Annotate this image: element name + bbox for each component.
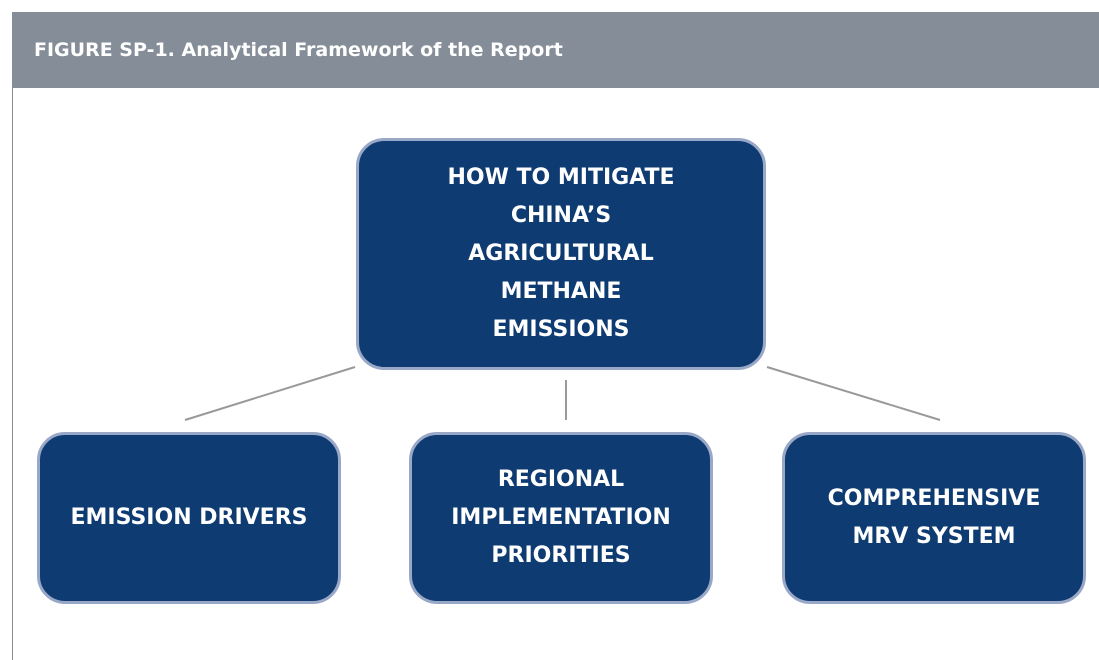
figure-title: FIGURE SP-1. Analytical Framework of the…: [12, 12, 1099, 88]
frame-line: [12, 88, 13, 660]
connector: [766, 366, 941, 421]
root-node: HOW TO MITIGATE CHINA’S AGRICULTURAL MET…: [356, 138, 766, 370]
child-node: EMISSION DRIVERS: [37, 432, 341, 604]
connector: [184, 366, 356, 421]
child-node: COMPREHENSIVE MRV SYSTEM: [782, 432, 1086, 604]
child-node: REGIONAL IMPLEMENTATION PRIORITIES: [409, 432, 713, 604]
